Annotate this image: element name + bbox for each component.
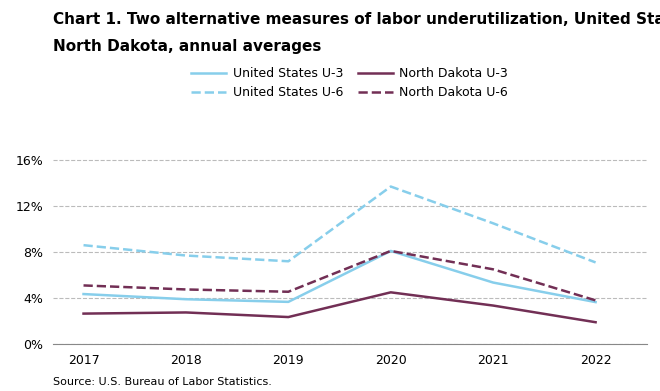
Text: North Dakota, annual averages: North Dakota, annual averages [53, 39, 321, 54]
Text: Source: U.S. Bureau of Labor Statistics.: Source: U.S. Bureau of Labor Statistics. [53, 377, 272, 387]
Legend: United States U-3, United States U-6, North Dakota U-3, North Dakota U-6: United States U-3, United States U-6, No… [191, 67, 508, 99]
Text: Chart 1. Two alternative measures of labor underutilization, United States and: Chart 1. Two alternative measures of lab… [53, 12, 660, 27]
